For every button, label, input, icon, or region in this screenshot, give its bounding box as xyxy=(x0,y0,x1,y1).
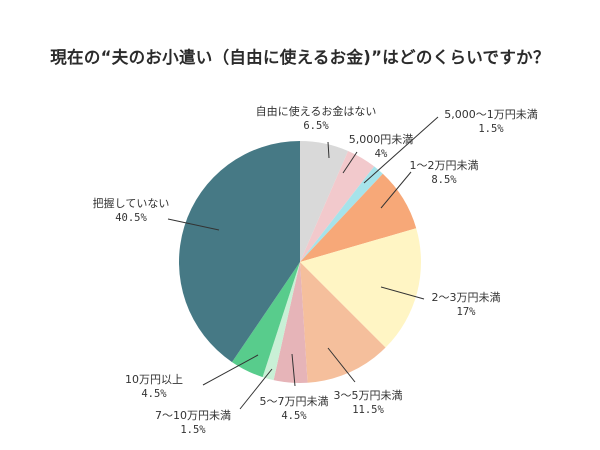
leader-line-under5000 xyxy=(342,151,358,174)
pie-slice xyxy=(300,228,422,348)
pie-slice xyxy=(300,166,383,262)
pie-slice xyxy=(231,262,300,378)
label-name: 把握していない xyxy=(92,197,170,210)
label-name: 7〜10万円未満 xyxy=(155,409,231,422)
pie-slice xyxy=(300,262,386,383)
label-pct: 4.5% xyxy=(141,388,167,400)
label-pct: 11.5% xyxy=(352,404,384,416)
label-3-5man: 3〜5万円未満 11.5% xyxy=(334,388,403,418)
pie-slice xyxy=(300,173,417,262)
leader-line-7-10man xyxy=(239,368,273,410)
pie-slice xyxy=(262,262,300,381)
pie-slices xyxy=(178,141,422,384)
label-name: 5,000円未満 xyxy=(348,133,414,146)
label-pct: 1.5% xyxy=(180,424,206,436)
leader-line-unknown xyxy=(167,218,220,231)
label-7-10man: 7〜10万円未満 1.5% xyxy=(155,408,231,438)
label-name: 自由に使えるお金はない xyxy=(255,105,377,118)
leader-line-2-3man xyxy=(380,286,425,300)
label-5000-1man: 5,000〜1万円未満 1.5% xyxy=(444,107,538,137)
label-unknown: 把握していない 40.5% xyxy=(93,196,170,226)
leader-line-none xyxy=(327,141,330,159)
label-none: 自由に使えるお金はない 6.5% xyxy=(256,104,377,134)
label-pct: 8.5% xyxy=(431,174,457,186)
label-pct: 17% xyxy=(456,306,476,318)
label-name: 10万円以上 xyxy=(125,373,183,386)
pie-slice xyxy=(178,141,300,363)
label-under5000: 5,000円未満 4% xyxy=(349,132,414,162)
label-pct: 4% xyxy=(374,148,388,160)
leader-line-3-5man xyxy=(327,347,356,383)
label-10man-over: 10万円以上 4.5% xyxy=(125,372,183,402)
leader-line-1-2man xyxy=(380,171,412,209)
leader-line-5-7man xyxy=(291,353,296,387)
label-1-2man: 1〜2万円未満 8.5% xyxy=(410,158,479,188)
label-pct: 1.5% xyxy=(478,123,504,135)
label-pct: 6.5% xyxy=(303,120,329,132)
label-name: 5〜7万円未満 xyxy=(259,395,329,408)
chart-title: 現在の“夫のお小遣い（自由に使えるお金)”はどのくらいですか？ xyxy=(50,48,550,67)
pie-slice xyxy=(300,141,349,262)
label-pct: 40.5% xyxy=(115,212,147,224)
label-name: 3〜5万円未満 xyxy=(333,389,403,402)
leader-lines xyxy=(167,116,439,410)
leader-line-10man-over xyxy=(202,354,259,386)
label-pct: 4.5% xyxy=(281,410,307,422)
label-name: 5,000〜1万円未満 xyxy=(444,108,538,121)
pie-slice xyxy=(300,150,375,262)
label-5-7man: 5〜7万円未満 4.5% xyxy=(260,394,329,424)
label-2-3man: 2〜3万円未満 17% xyxy=(432,290,501,320)
pie-slice xyxy=(273,262,308,384)
leader-line-5000-1man xyxy=(363,116,439,184)
label-name: 1〜2万円未満 xyxy=(409,159,479,172)
label-name: 2〜3万円未満 xyxy=(431,291,501,304)
